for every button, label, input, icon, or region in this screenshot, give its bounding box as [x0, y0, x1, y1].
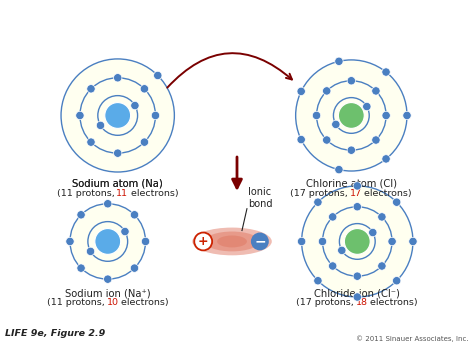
Circle shape: [114, 149, 122, 157]
Circle shape: [301, 186, 413, 297]
Ellipse shape: [205, 231, 259, 251]
Circle shape: [96, 121, 105, 129]
Circle shape: [333, 98, 369, 133]
Circle shape: [70, 204, 146, 279]
Circle shape: [392, 198, 401, 206]
Text: Chloride ion (Cl⁻): Chloride ion (Cl⁻): [314, 288, 400, 298]
Circle shape: [328, 262, 337, 270]
Circle shape: [338, 103, 364, 128]
Text: © 2011 Sinauer Associates, Inc.: © 2011 Sinauer Associates, Inc.: [356, 335, 469, 342]
Circle shape: [194, 232, 212, 251]
Text: LIFE 9e, Figure 2.9: LIFE 9e, Figure 2.9: [5, 329, 106, 338]
Circle shape: [140, 85, 148, 93]
Circle shape: [314, 277, 322, 285]
Ellipse shape: [192, 228, 272, 255]
Text: Sodium ion (Na⁺): Sodium ion (Na⁺): [65, 288, 151, 298]
Circle shape: [104, 200, 112, 208]
Circle shape: [297, 87, 305, 95]
Circle shape: [337, 246, 346, 255]
Circle shape: [297, 135, 305, 144]
Circle shape: [77, 211, 85, 219]
Circle shape: [87, 138, 95, 146]
Circle shape: [372, 87, 380, 95]
Circle shape: [87, 85, 95, 93]
Circle shape: [121, 227, 129, 236]
Text: 18: 18: [356, 298, 368, 307]
Text: (17 protons,: (17 protons,: [296, 298, 357, 307]
Text: +: +: [198, 235, 209, 248]
Text: −: −: [254, 235, 266, 248]
Circle shape: [66, 237, 74, 246]
Circle shape: [131, 101, 139, 110]
Circle shape: [61, 59, 174, 172]
Circle shape: [130, 211, 139, 219]
Circle shape: [409, 237, 417, 246]
Text: Sodium atom (Na): Sodium atom (Na): [73, 179, 163, 189]
Text: (11 protons,: (11 protons,: [57, 189, 118, 198]
Circle shape: [104, 275, 112, 283]
Circle shape: [335, 57, 343, 66]
Circle shape: [382, 111, 390, 120]
Circle shape: [95, 229, 121, 254]
Circle shape: [98, 96, 137, 135]
Circle shape: [382, 155, 390, 163]
Circle shape: [332, 120, 340, 128]
Circle shape: [322, 136, 331, 144]
Circle shape: [353, 272, 362, 280]
Circle shape: [372, 136, 380, 144]
Circle shape: [151, 111, 160, 120]
Circle shape: [378, 213, 386, 221]
Circle shape: [328, 213, 337, 221]
Circle shape: [347, 146, 356, 154]
Circle shape: [105, 103, 131, 128]
Circle shape: [382, 68, 390, 76]
Circle shape: [76, 111, 84, 120]
Text: 10: 10: [107, 298, 118, 307]
Circle shape: [86, 247, 95, 255]
Circle shape: [298, 237, 306, 246]
Text: electrons): electrons): [361, 189, 412, 198]
Text: (17 protons,: (17 protons,: [291, 189, 351, 198]
Circle shape: [317, 81, 386, 150]
Circle shape: [353, 203, 362, 211]
Circle shape: [319, 237, 327, 246]
Circle shape: [339, 223, 375, 259]
Circle shape: [114, 74, 122, 82]
Circle shape: [388, 237, 396, 246]
Text: 11: 11: [117, 189, 128, 198]
Circle shape: [322, 87, 331, 95]
Ellipse shape: [217, 236, 247, 247]
Circle shape: [392, 277, 401, 285]
Text: (11 protons,: (11 protons,: [47, 298, 108, 307]
Text: 17: 17: [350, 189, 362, 198]
Circle shape: [353, 182, 362, 190]
Circle shape: [322, 207, 392, 276]
Circle shape: [130, 264, 139, 272]
Text: Ionic
bond: Ionic bond: [248, 187, 273, 209]
Circle shape: [296, 60, 407, 171]
Circle shape: [314, 198, 322, 206]
Text: electrons): electrons): [118, 298, 168, 307]
Circle shape: [77, 264, 85, 272]
Circle shape: [312, 111, 321, 120]
Circle shape: [353, 293, 362, 301]
Circle shape: [378, 262, 386, 270]
Circle shape: [141, 237, 150, 246]
Circle shape: [80, 78, 155, 153]
Text: electrons): electrons): [367, 298, 418, 307]
Circle shape: [369, 228, 377, 237]
Circle shape: [345, 229, 370, 254]
Text: Chlorine atom (Cl): Chlorine atom (Cl): [306, 179, 397, 189]
Circle shape: [140, 138, 148, 146]
Text: (11 protons, 11 electrons): (11 protons, 11 electrons): [56, 189, 179, 198]
Text: electrons): electrons): [128, 189, 178, 198]
Circle shape: [154, 71, 162, 80]
Circle shape: [88, 222, 128, 261]
Circle shape: [251, 232, 269, 251]
Circle shape: [403, 111, 411, 120]
Circle shape: [363, 102, 371, 111]
Text: Sodium atom (Na): Sodium atom (Na): [73, 179, 163, 189]
Circle shape: [347, 77, 356, 85]
Circle shape: [335, 166, 343, 174]
